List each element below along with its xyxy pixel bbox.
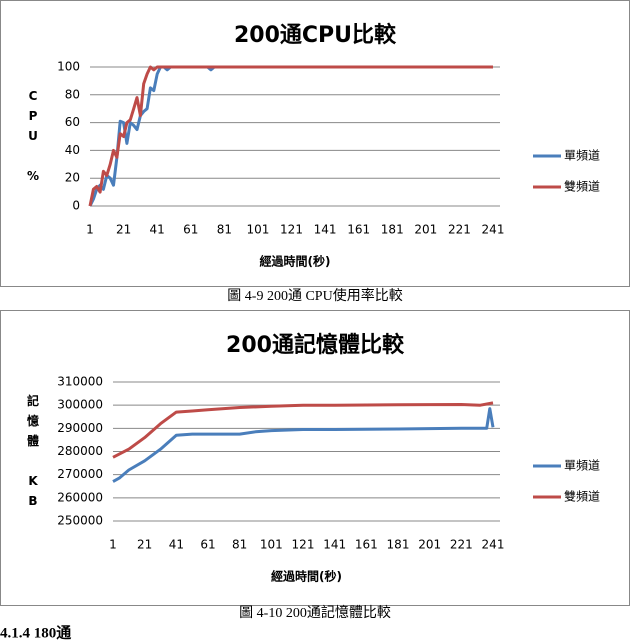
x-tick-label: 61: [200, 538, 215, 552]
x-axis-label: 經過時間(秒): [260, 254, 331, 269]
x-tick-label: 81: [232, 538, 247, 552]
x-tick-label: 1: [86, 223, 94, 237]
legend-label: 單頻道: [564, 459, 600, 473]
x-tick-label: 121: [292, 538, 315, 552]
series-line: [88, 65, 493, 207]
x-tick-label: 181: [381, 223, 404, 237]
y-tick-label: 250000: [57, 514, 103, 528]
x-tick-label: 41: [169, 538, 184, 552]
caption: 圖 4-9 200通 CPU使用率比較: [227, 287, 402, 304]
x-tick-label: 141: [314, 223, 337, 237]
y-tick-label: 20: [65, 171, 80, 185]
legend-label: 雙頻道: [564, 490, 600, 504]
y-tick-label: 280000: [57, 444, 103, 458]
x-tick-label: 241: [482, 223, 505, 237]
x-tick-label: 101: [246, 223, 269, 237]
x-tick-label: 21: [137, 538, 152, 552]
chart-frame: [0, 0, 630, 287]
y-tick-label: 270000: [57, 467, 103, 481]
x-tick-label: 221: [450, 538, 473, 552]
x-tick-label: 21: [116, 223, 131, 237]
y-tick-label: 310000: [57, 375, 103, 389]
y-tick-label: 260000: [57, 490, 103, 504]
x-tick-label: 1: [109, 538, 117, 552]
legend-label: 單頻道: [564, 149, 600, 163]
x-tick-label: 61: [183, 223, 198, 237]
x-tick-label: 121: [280, 223, 303, 237]
chart-title: 200通CPU比較: [234, 22, 397, 48]
series-line: [112, 401, 494, 459]
y-tick-label: 80: [65, 87, 80, 101]
section-heading: 4.1.4 180通: [0, 624, 71, 640]
x-tick-label: 81: [217, 223, 232, 237]
x-tick-label: 41: [150, 223, 165, 237]
y-tick-label: 100: [57, 60, 80, 74]
x-tick-label: 181: [387, 538, 410, 552]
x-tick-label: 221: [448, 223, 471, 237]
legend-label: 雙頻道: [564, 180, 600, 194]
chart-title: 200通記憶體比較: [226, 332, 405, 358]
y-tick-label: 290000: [57, 421, 103, 435]
x-axis-label: 經過時間(秒): [271, 569, 342, 584]
y-tick-label: 60: [65, 115, 80, 129]
y-tick-label: 40: [65, 143, 80, 157]
chart-frame: [0, 310, 630, 606]
y-tick-label: 300000: [57, 398, 103, 412]
x-tick-label: 141: [323, 538, 346, 552]
x-tick-label: 161: [347, 223, 370, 237]
x-tick-label: 201: [414, 223, 437, 237]
x-tick-label: 241: [482, 538, 505, 552]
series-line: [112, 407, 495, 483]
x-tick-label: 161: [355, 538, 378, 552]
caption: 圖 4-10 200通記憶體比較: [239, 604, 391, 621]
x-tick-label: 201: [418, 538, 441, 552]
y-tick-label: 0: [72, 199, 80, 213]
x-tick-label: 101: [260, 538, 283, 552]
